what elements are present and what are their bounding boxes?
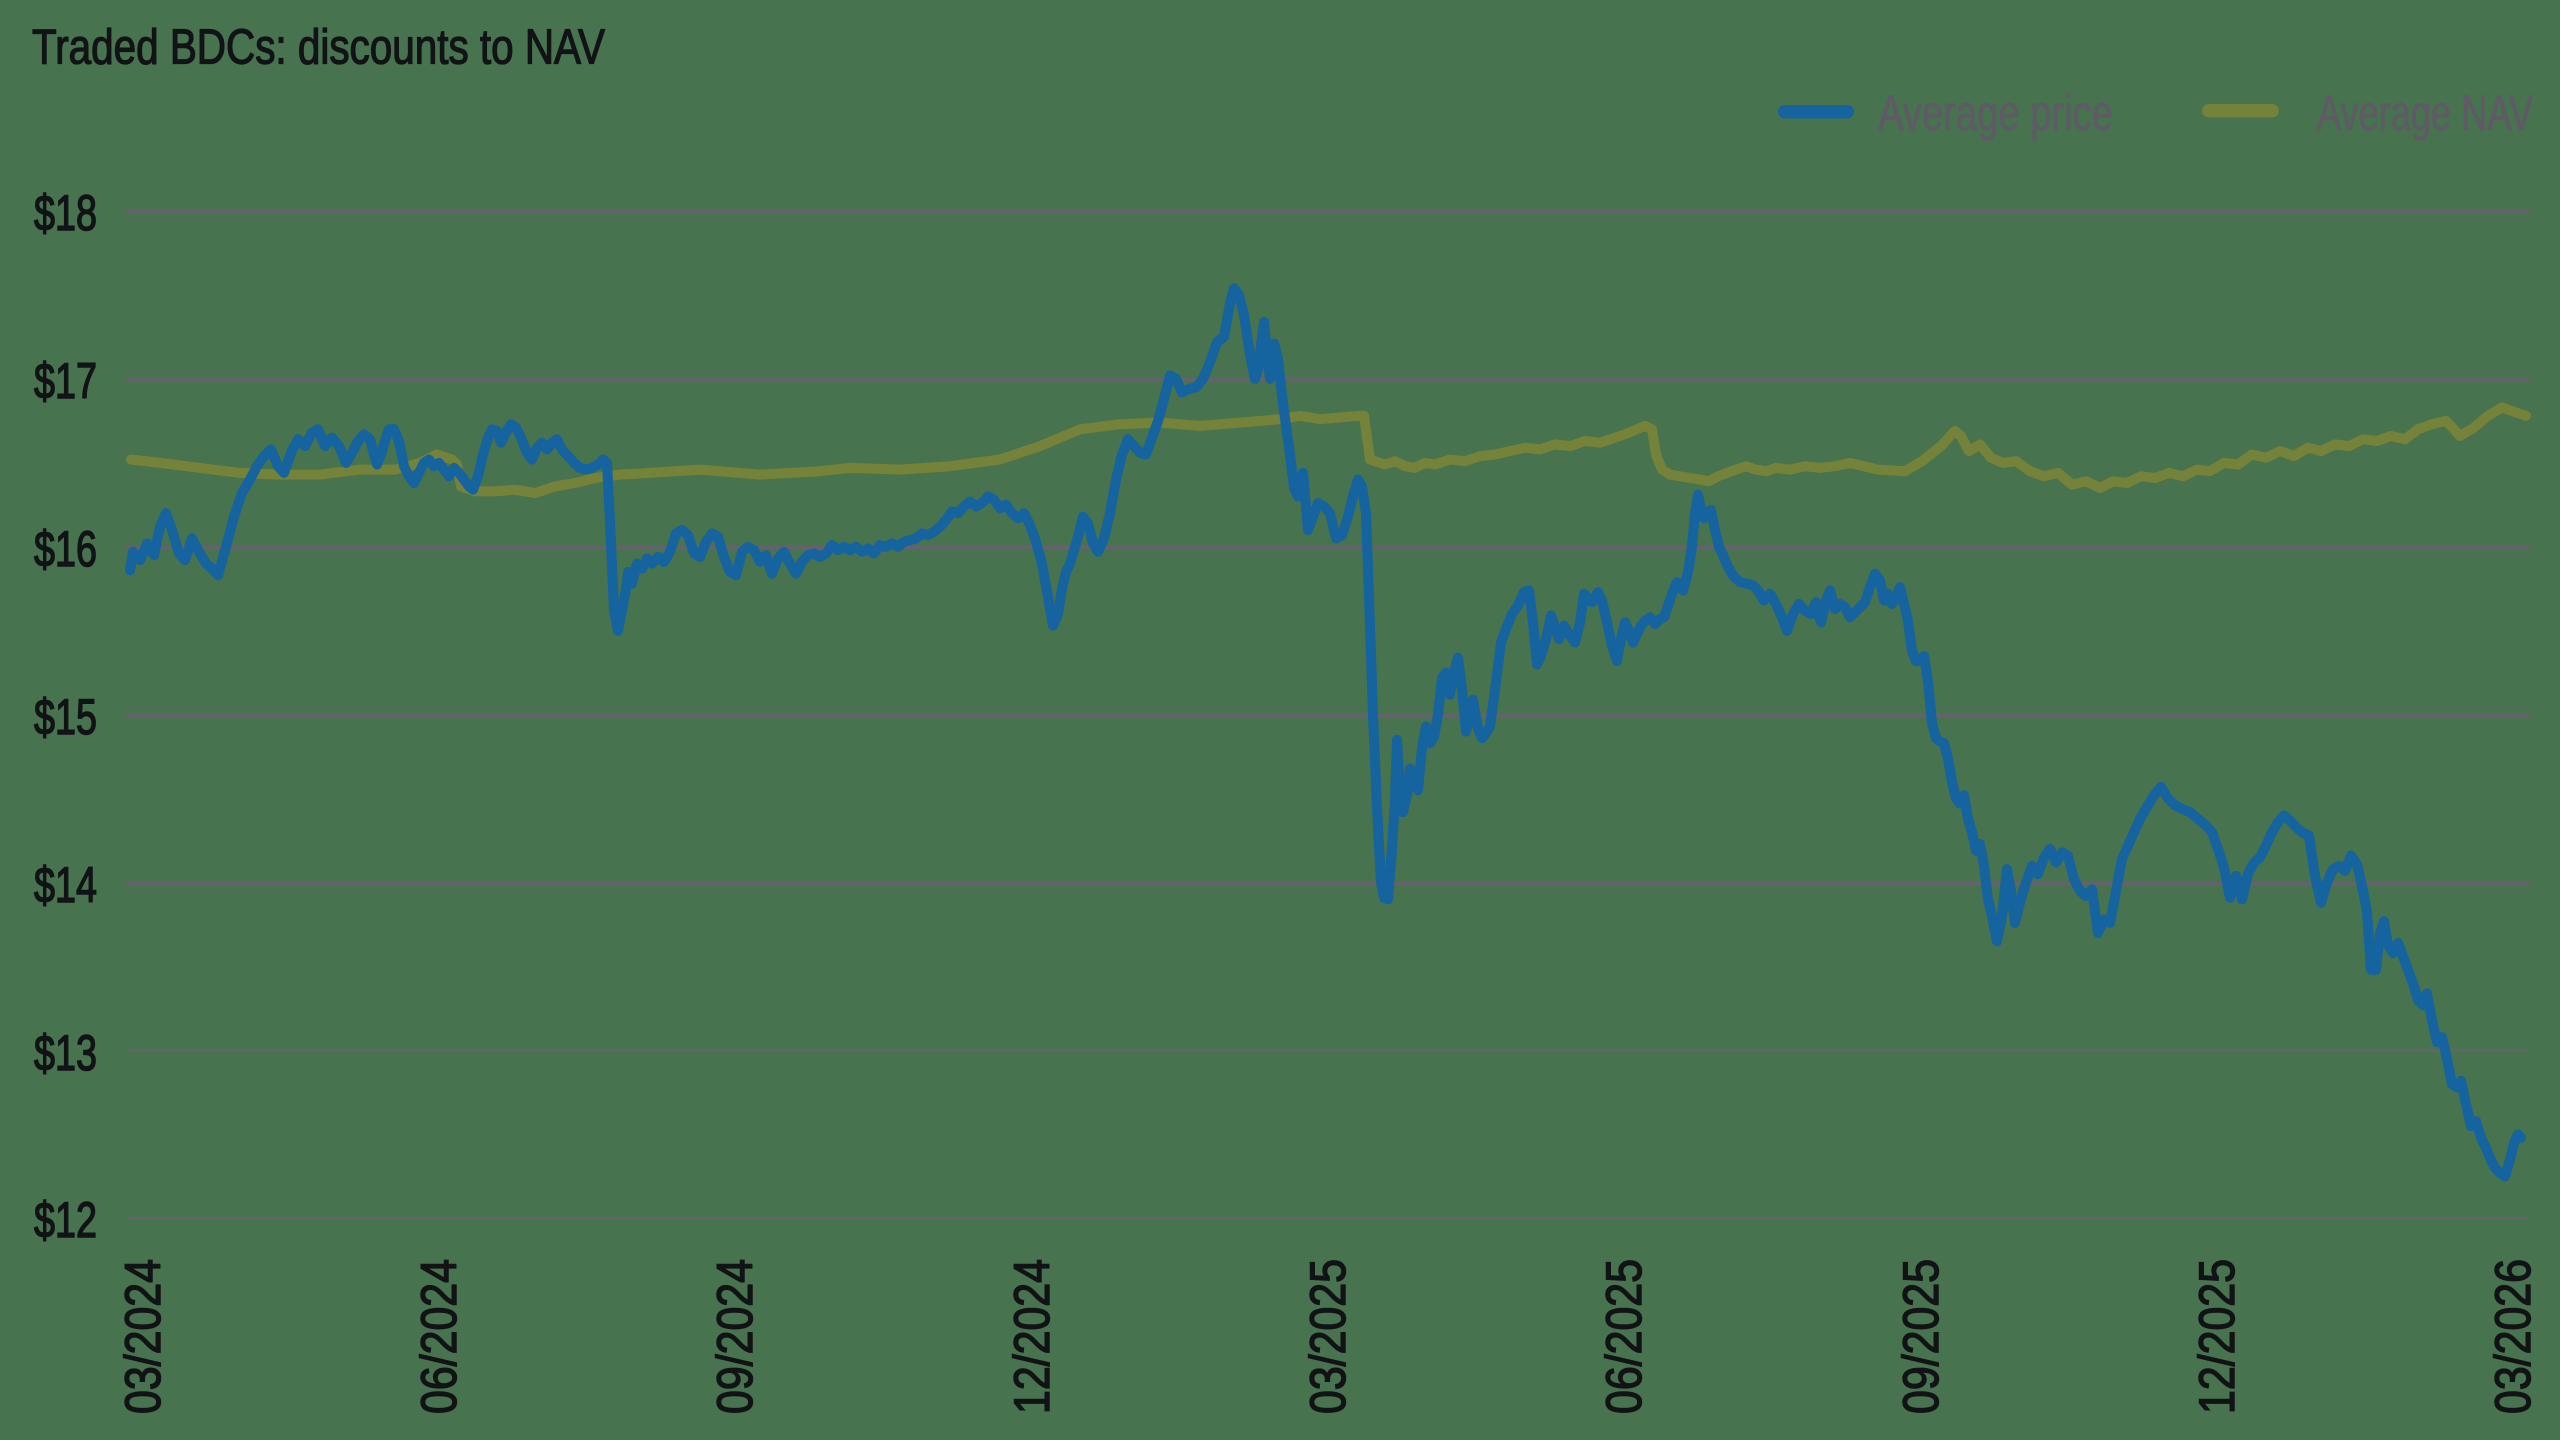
svg-text:03/2026: 03/2026 (2485, 1259, 2541, 1414)
svg-text:$14: $14 (34, 857, 97, 913)
svg-text:Traded BDCs: discounts to NAV: Traded BDCs: discounts to NAV (32, 20, 605, 75)
svg-text:09/2024: 09/2024 (707, 1259, 763, 1414)
svg-text:03/2025: 03/2025 (1300, 1259, 1356, 1414)
svg-text:Average NAV: Average NAV (2317, 85, 2533, 141)
svg-text:12/2024: 12/2024 (1004, 1259, 1060, 1414)
svg-text:03/2024: 03/2024 (115, 1259, 171, 1414)
svg-text:$18: $18 (34, 185, 97, 241)
svg-text:$17: $17 (34, 353, 97, 409)
svg-text:$12: $12 (34, 1192, 97, 1248)
svg-text:09/2025: 09/2025 (1893, 1259, 1949, 1414)
svg-text:06/2025: 06/2025 (1596, 1259, 1652, 1414)
svg-text:$13: $13 (34, 1025, 97, 1081)
svg-text:$15: $15 (34, 689, 97, 745)
svg-text:12/2025: 12/2025 (2189, 1259, 2245, 1414)
svg-text:06/2024: 06/2024 (411, 1259, 467, 1414)
svg-text:Average price: Average price (1878, 85, 2113, 141)
svg-text:$16: $16 (34, 521, 97, 577)
